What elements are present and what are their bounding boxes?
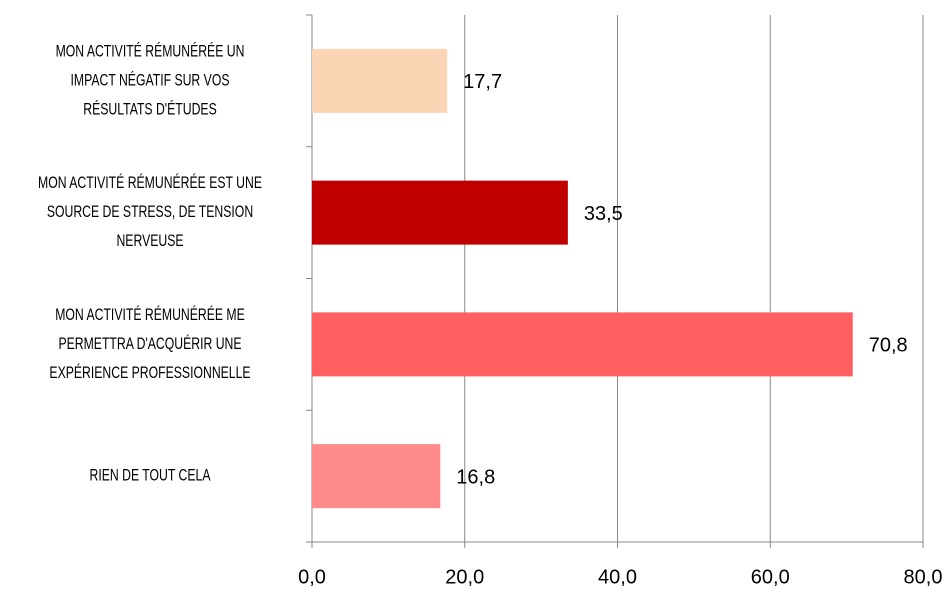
bar [312, 444, 441, 509]
bar [312, 312, 853, 377]
bar [312, 180, 568, 245]
bar [312, 48, 448, 113]
value-label: 16,8 [456, 466, 495, 488]
category-label: MON ACTIVITÉ RÉMUNÉRÉE UN IMPACT NÉGATIF … [56, 41, 245, 119]
value-label: 70,8 [869, 335, 908, 357]
x-tick-label: 20,0 [445, 566, 484, 588]
category-label: RIEN DE TOUT CELA [90, 467, 211, 485]
value-label: 33,5 [584, 203, 623, 225]
category-label: MON ACTIVITÉ RÉMUNÉRÉE EST UNE SOURCE DE … [38, 173, 262, 251]
x-tick-label: 80,0 [904, 566, 943, 588]
x-tick-label: 0,0 [298, 566, 326, 588]
x-tick-label: 60,0 [751, 566, 790, 588]
category-label: MON ACTIVITÉ RÉMUNÉRÉE ME PERMETTRA D'ACQ… [49, 305, 250, 383]
value-label: 17,7 [463, 71, 502, 93]
x-tick-label: 40,0 [598, 566, 637, 588]
